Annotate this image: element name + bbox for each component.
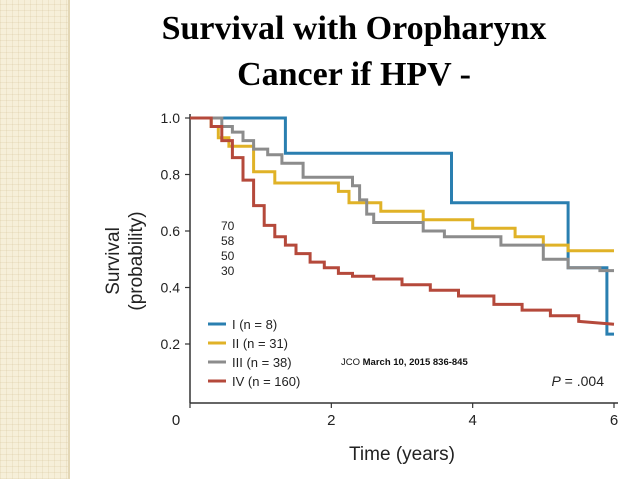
legend-label-4: IV (n = 160) (232, 374, 300, 389)
survival-curves (190, 116, 615, 336)
y-tick-label: 0.2 (161, 336, 181, 352)
p-value: P = .004 (551, 373, 604, 389)
y-tick-label: 0.4 (161, 280, 181, 296)
y-tick-label: 1.0 (161, 110, 181, 126)
x-tick-label: 4 (468, 412, 476, 429)
slide-side-stripe (0, 0, 70, 479)
series-line-1 (190, 116, 614, 336)
at-risk-number: 30 (221, 264, 235, 278)
x-tick-label: 6 (610, 412, 618, 429)
at-risk-number: 58 (221, 234, 235, 248)
legend-label-1: I (n = 8) (232, 317, 277, 332)
slide-title-line-1: Survival with Oropharynx (161, 10, 547, 47)
series-line-4 (190, 116, 615, 326)
y-tick-label: 0.8 (161, 167, 181, 183)
at-risk-number: 70 (221, 219, 235, 233)
at-risk-number: 50 (221, 249, 235, 263)
citation: JCO March 10, 2015 836-845 (341, 357, 468, 368)
y-axis-title-line-1: Survival (103, 227, 124, 295)
chart-axes: 0.2 0.4 0.6 0.8 1.0 0 2 4 6 Time (years) Survival(… (103, 110, 618, 465)
legend-label-3: III (n = 38) (232, 355, 292, 370)
x-axis-title: Time (years) (349, 444, 455, 465)
slide-title: Survival with Oropharynx Cancer if HPV - (70, 6, 638, 98)
y-axis-title-line-2: (probability) (126, 211, 147, 310)
legend-label-2: II (n = 31) (232, 336, 288, 351)
x-tick-label: 0 (172, 412, 180, 429)
y-tick-label: 0.6 (161, 223, 181, 239)
citation-detail: March 10, 2015 836-845 (363, 357, 469, 368)
citation-prefix: JCO (341, 357, 363, 368)
p-value-label: P (551, 373, 561, 389)
series-line-2 (190, 116, 614, 253)
series-line-3 (190, 116, 614, 273)
p-value-number: = .004 (561, 373, 604, 389)
x-tick-label: 2 (327, 412, 335, 429)
slide-title-line-2: Cancer if HPV - (237, 56, 471, 93)
